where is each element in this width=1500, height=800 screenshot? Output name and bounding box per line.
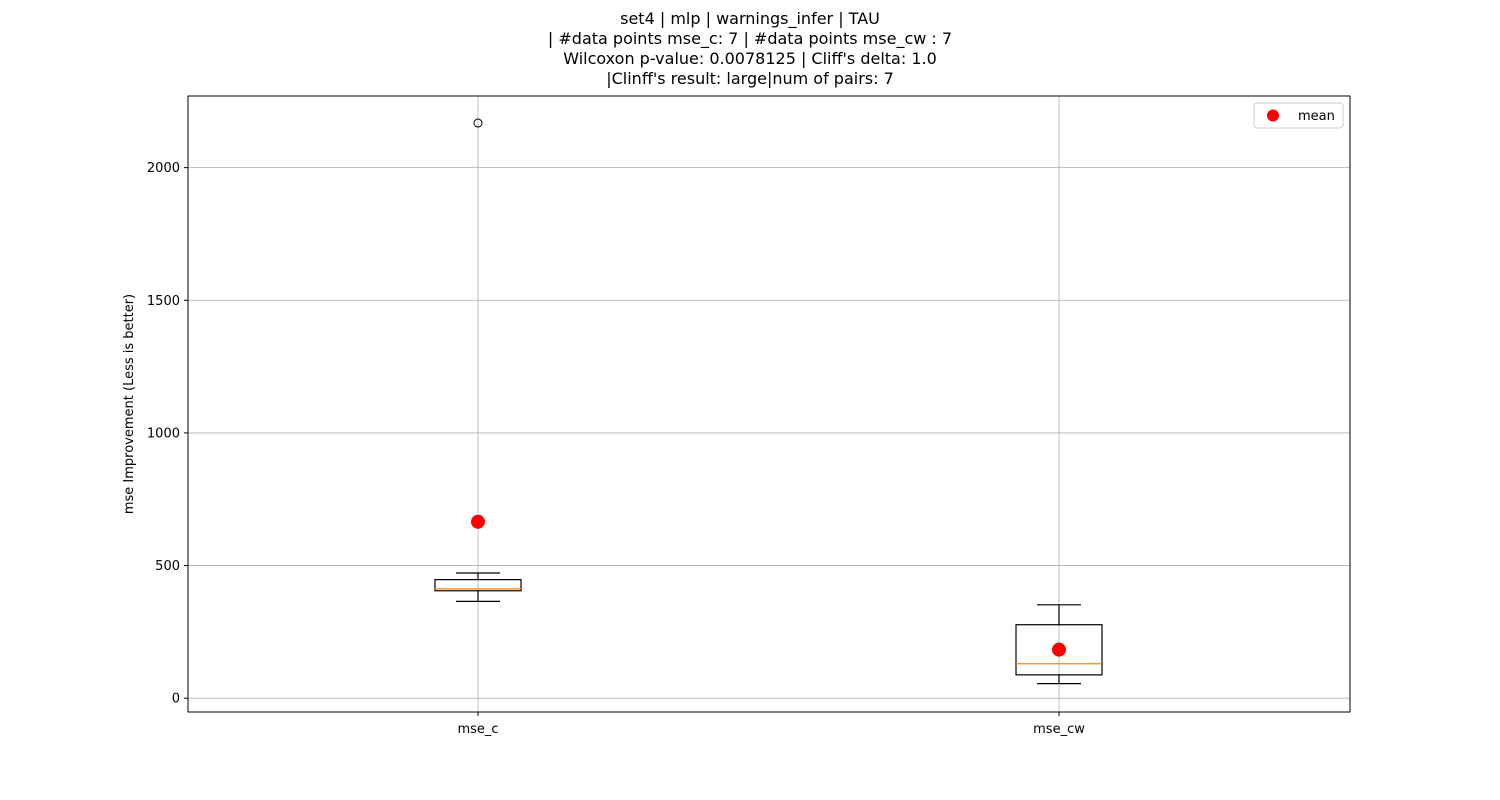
x-axis-ticks: mse_c mse_cw xyxy=(457,712,1085,737)
y-tick-label: 1000 xyxy=(147,426,180,441)
y-tick-label: 500 xyxy=(155,559,180,574)
x-tick-label: mse_cw xyxy=(1033,722,1085,737)
y-tick-label: 2000 xyxy=(147,161,180,176)
x-tick-label: mse_c xyxy=(457,722,498,737)
y-axis-label: mse Improvement (Less is better) xyxy=(122,294,137,514)
title-line: Wilcoxon p-value: 0.0078125 | Cliff's de… xyxy=(563,49,937,68)
title-line: | #data points mse_c: 7 | #data points m… xyxy=(548,29,952,49)
grid-lines xyxy=(188,96,1350,712)
boxes xyxy=(434,118,1103,685)
title-line: set4 | mlp | warnings_infer | TAU xyxy=(620,9,880,29)
box-iqr xyxy=(434,579,522,592)
mean-point xyxy=(471,514,485,529)
axes-frame xyxy=(187,95,1351,713)
outlier-point xyxy=(473,118,483,128)
y-tick-label: 1500 xyxy=(147,294,180,309)
box-iqr xyxy=(1015,624,1103,676)
y-tick-label: 0 xyxy=(172,692,180,707)
legend-label: mean xyxy=(1298,109,1335,124)
legend-marker-mean xyxy=(1267,109,1279,122)
mean-point xyxy=(1052,642,1066,657)
y-axis-ticks: 0 500 1000 1500 2000 xyxy=(147,161,188,707)
box-mse_cw xyxy=(1015,604,1103,685)
box-mse_c xyxy=(434,118,522,602)
legend-frame xyxy=(1253,102,1344,129)
title-line: |Clinff's result: large|num of pairs: 7 xyxy=(606,69,894,88)
chart-title: set4 | mlp | warnings_infer | TAU| #data… xyxy=(548,9,952,88)
legend: mean xyxy=(1253,102,1344,129)
